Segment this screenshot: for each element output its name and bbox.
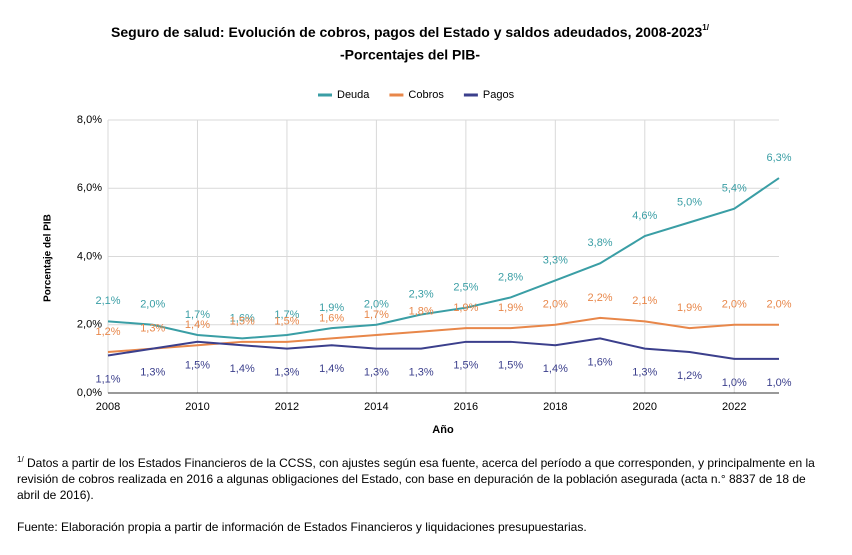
data-label: 2,0%	[140, 299, 165, 311]
legend-label: Pagos	[483, 89, 515, 101]
data-label: 1,4%	[230, 363, 255, 375]
x-axis-label: Año	[432, 424, 454, 436]
data-label: 5,0%	[677, 196, 702, 208]
data-label: 2,1%	[95, 295, 120, 307]
y-tick-label: 2,0%	[77, 319, 102, 331]
notes: 1/ Datos a partir de los Estados Financi…	[17, 452, 817, 535]
data-label: 1,3%	[409, 367, 434, 379]
data-label: 1,5%	[274, 316, 299, 328]
chart-title: Seguro de salud: Evolución de cobros, pa…	[111, 23, 710, 40]
data-label: 1,9%	[677, 302, 702, 314]
x-tick-label: 2016	[454, 401, 478, 413]
data-label: 1,3%	[140, 323, 165, 335]
data-label: 1,5%	[453, 360, 478, 372]
y-axis-label: Porcentaje del PIB	[43, 214, 54, 302]
data-label: 1,1%	[95, 373, 120, 385]
data-label: 1,3%	[274, 367, 299, 379]
data-label: 1,6%	[319, 312, 344, 324]
data-label: 1,5%	[185, 360, 210, 372]
data-label: 2,0%	[543, 299, 568, 311]
data-label: 2,0%	[766, 299, 791, 311]
x-tick-label: 2022	[722, 401, 746, 413]
footnote-text: Datos a partir de los Estados Financiero…	[17, 456, 815, 502]
data-label: 1,5%	[498, 360, 523, 372]
x-tick-label: 2012	[275, 401, 299, 413]
data-label: 1,2%	[677, 370, 702, 382]
data-label: 1,7%	[185, 309, 210, 321]
legend-label: Cobros	[408, 89, 444, 101]
data-label: 1,4%	[185, 319, 210, 331]
data-label: 3,3%	[543, 254, 568, 266]
data-label: 2,0%	[722, 299, 747, 311]
data-label: 1,7%	[364, 309, 389, 321]
y-tick-label: 6,0%	[77, 182, 102, 194]
data-label: 1,7%	[274, 309, 299, 321]
x-tick-label: 2010	[185, 401, 209, 413]
chart: Seguro de salud: Evolución de cobros, pa…	[43, 23, 792, 436]
y-tick-label: 8,0%	[77, 114, 102, 126]
series-line	[107, 177, 780, 340]
x-tick-label: 2008	[96, 401, 120, 413]
data-label: 2,1%	[632, 295, 657, 307]
data-label: 1,5%	[230, 316, 255, 328]
x-tick-label: 2014	[364, 401, 388, 413]
footnote: 1/ Datos a partir de los Estados Financi…	[17, 452, 817, 503]
data-label: 1,4%	[543, 363, 568, 375]
data-label: 1,3%	[364, 367, 389, 379]
data-label: 1,9%	[319, 302, 344, 314]
data-label: 2,3%	[409, 288, 434, 300]
series-line	[107, 337, 779, 360]
legend-label: Deuda	[337, 89, 370, 101]
x-tick-label: 2018	[543, 401, 567, 413]
data-label: 1,0%	[766, 377, 791, 389]
data-label: 1,6%	[588, 356, 613, 368]
data-label: 3,8%	[588, 237, 613, 249]
data-label: 1,0%	[722, 377, 747, 389]
chart-subtitle: -Porcentajes del PIB-	[340, 47, 480, 63]
data-label: 1,2%	[95, 326, 120, 338]
data-label: 2,8%	[498, 271, 523, 283]
data-label: 5,4%	[722, 183, 747, 195]
data-label: 1,3%	[140, 367, 165, 379]
data-label: 6,3%	[766, 152, 791, 164]
data-label: 2,5%	[453, 282, 478, 294]
data-label: 4,6%	[632, 210, 657, 222]
source: Fuente: Elaboración propia a partir de i…	[17, 520, 587, 534]
data-label: 1,4%	[319, 363, 344, 375]
data-label: 2,2%	[588, 292, 613, 304]
footnote-mark: 1/	[17, 455, 24, 464]
data-label: 1,8%	[409, 305, 434, 317]
title-note: 1/	[702, 23, 709, 32]
x-tick-label: 2020	[633, 401, 657, 413]
data-label: 1,3%	[632, 367, 657, 379]
title-text: Seguro de salud: Evolución de cobros, pa…	[111, 24, 702, 40]
data-label: 1,9%	[498, 302, 523, 314]
y-tick-label: 4,0%	[77, 250, 102, 262]
data-label: 1,6%	[230, 312, 255, 324]
y-tick-label: 0,0%	[77, 387, 102, 399]
data-label: 1,9%	[453, 302, 478, 314]
data-label: 2,0%	[364, 299, 389, 311]
